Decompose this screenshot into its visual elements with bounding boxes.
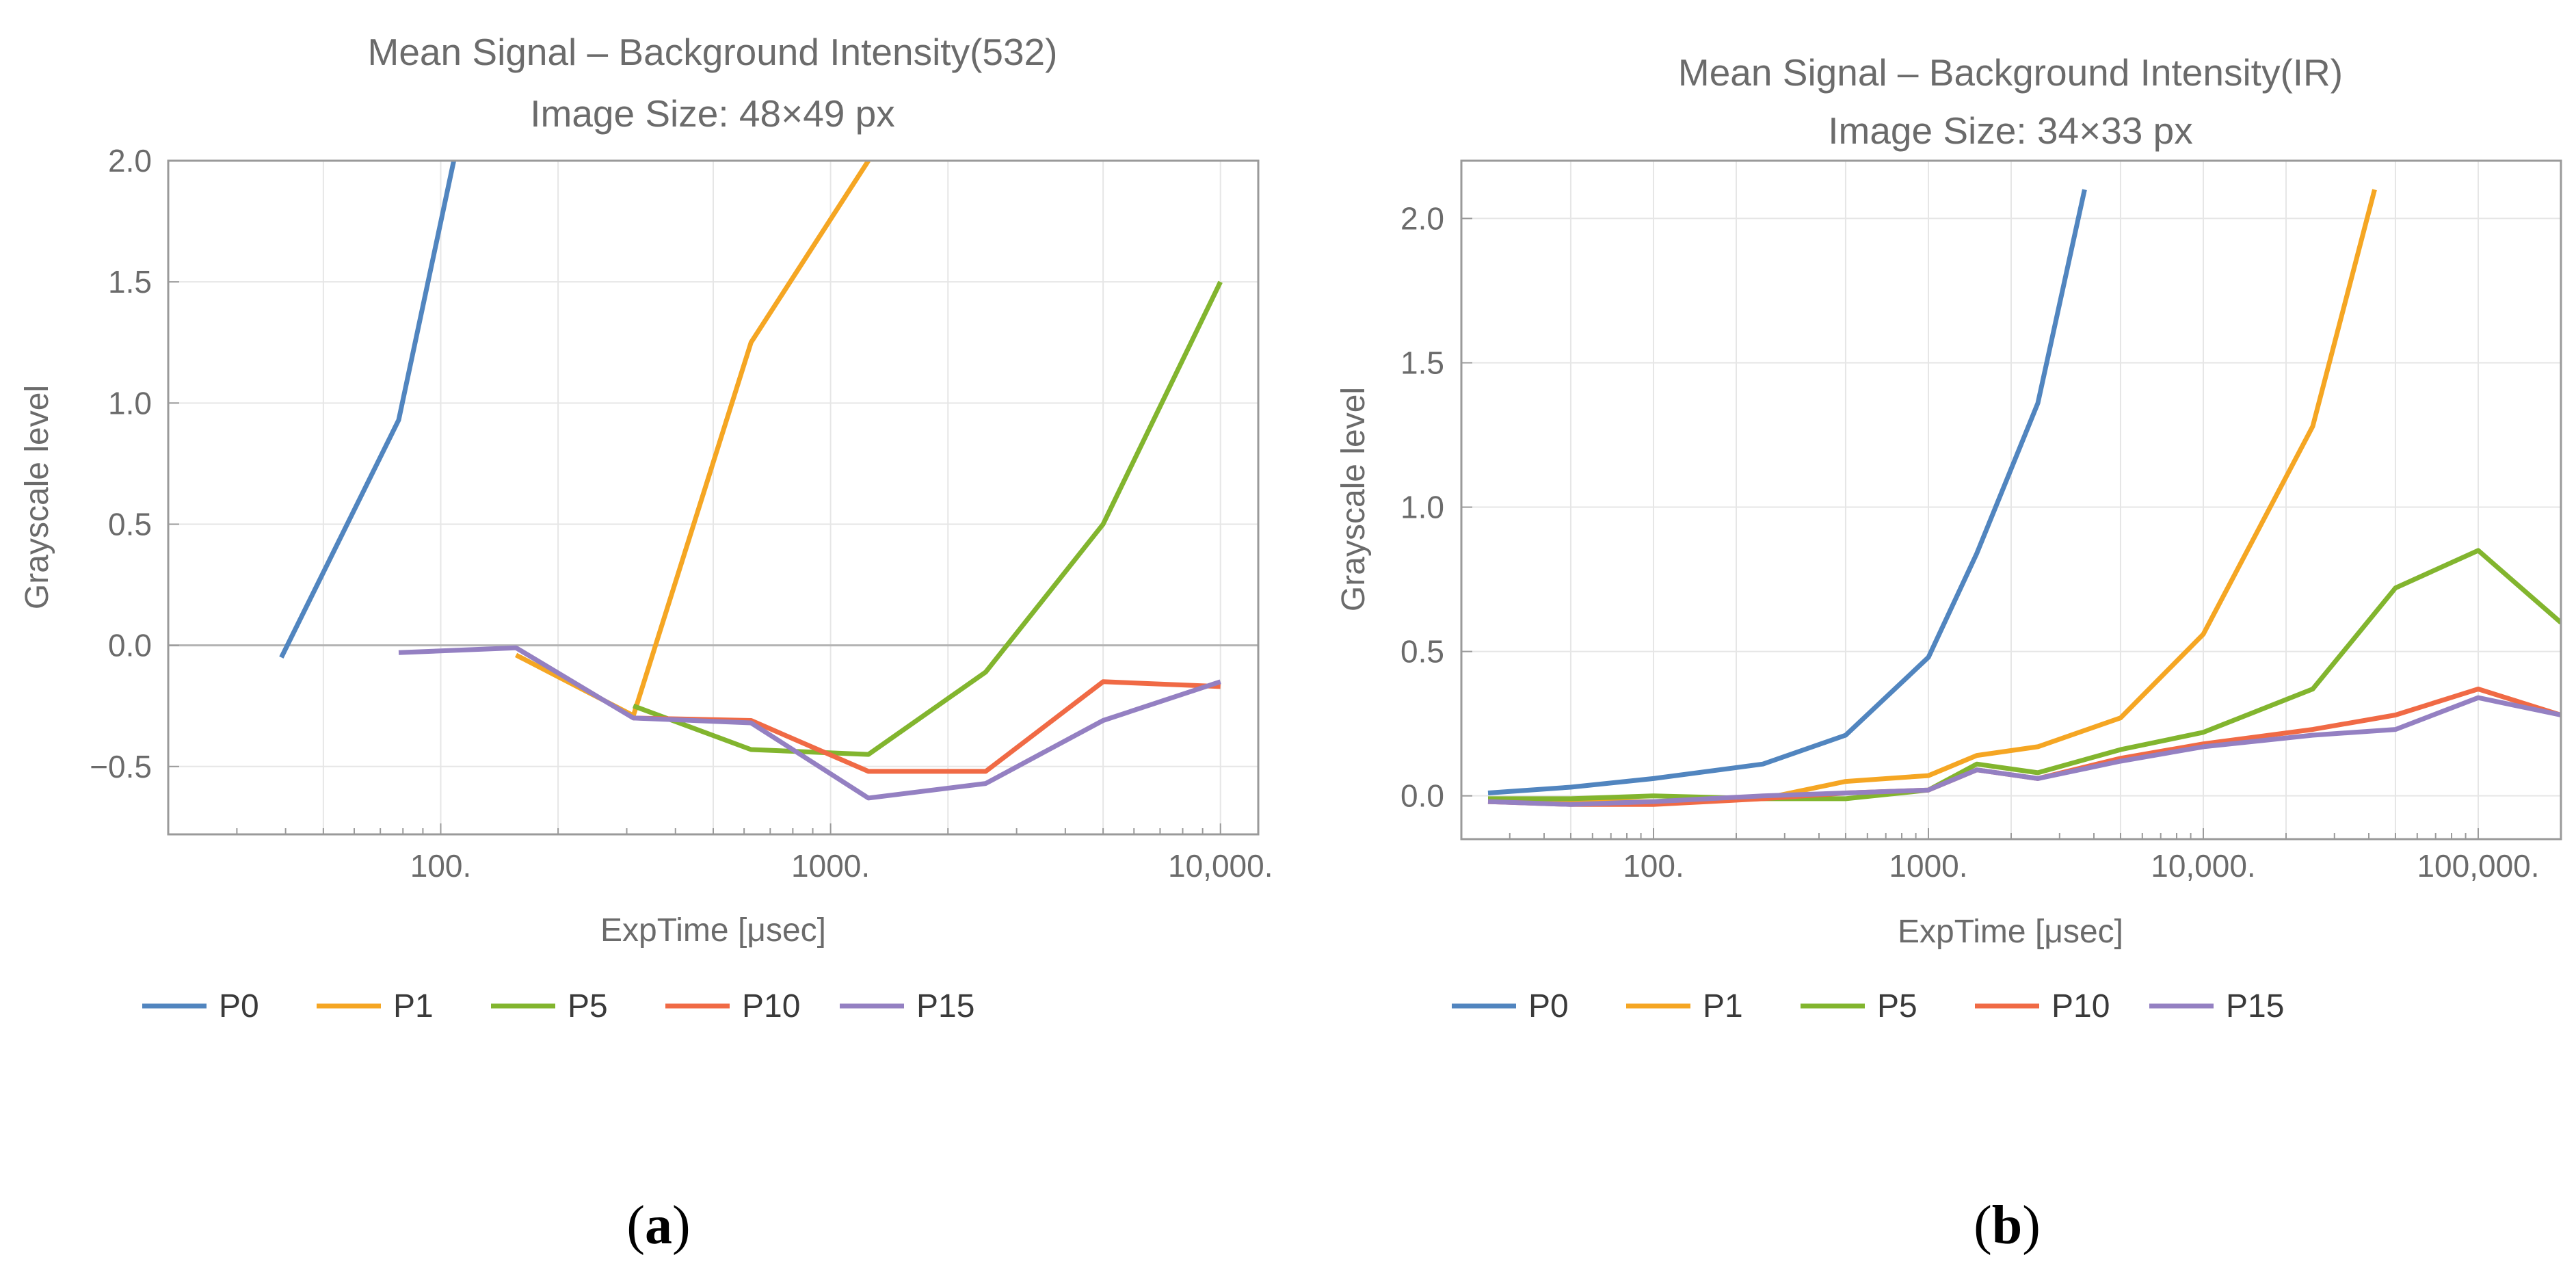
chart-b-series-p1 [1488, 189, 2377, 804]
chart-b-x-tick-label: 10,000. [2151, 848, 2255, 884]
chart-a-legend-item-p1: P1 [317, 988, 434, 1024]
chart-a-legend-label-p10: P10 [742, 988, 800, 1024]
chart-b: Mean Signal – Background Intensity(IR) I… [1336, 51, 2562, 1024]
chart-b-legend-label-p15: P15 [2226, 988, 2284, 1024]
chart-a-x-axis-label: ExpTime [μsec] [600, 912, 826, 949]
chart-a-legend-label-p5: P5 [568, 988, 608, 1024]
chart-b-y-tick-label: 2.0 [1400, 200, 1444, 236]
chart-b-legend-item-p10: P10 [1975, 988, 2110, 1024]
chart-a-series-p0 [279, 161, 457, 659]
chart-a-series-p15 [398, 645, 1221, 801]
panel-label-a-close: ) [672, 1195, 691, 1256]
chart-b-x-tick-label: 100. [1623, 848, 1684, 884]
panel-label-a-open: ( [626, 1195, 645, 1256]
chart-a-legend-label-p15: P15 [916, 988, 974, 1024]
chart-b-y-tick-label: 1.5 [1400, 345, 1444, 380]
panel-label-b-letter: b [1992, 1195, 2023, 1256]
chart-a-legend-label-p0: P0 [219, 988, 259, 1024]
chart-a-y-tick-label: 0.0 [108, 628, 152, 663]
chart-b-x-axis-label: ExpTime [μsec] [1898, 914, 2123, 950]
chart-a-series-p10 [633, 679, 1221, 774]
chart-a-x-tick-label: 10,000. [1168, 848, 1273, 884]
panel-label-b-open: ( [1974, 1195, 1992, 1256]
chart-b-legend-item-p1: P1 [1626, 988, 1743, 1024]
chart-a-legend-item-p15: P15 [840, 988, 974, 1024]
chart-a-x-tick-label: 1000. [791, 848, 870, 884]
chart-a-title: Mean Signal – Background Intensity(532) [368, 31, 1058, 73]
chart-b-y-axis-label: Grayscale level [1336, 387, 1372, 611]
panel-label-b-close: ) [2022, 1195, 2041, 1256]
chart-b-y-tick-label: 1.0 [1400, 490, 1444, 525]
chart-b-series [1487, 189, 2561, 807]
chart-b-legend-label-p10: P10 [2051, 988, 2110, 1024]
panel-label-b: (b) [1974, 1195, 2041, 1256]
chart-b-series-p5 [1488, 548, 2561, 802]
chart-a-subtitle: Image Size: 48×49 px [530, 92, 895, 135]
chart-a-y-ticks: −0.5 0.0 0.5 1.0 1.5 2.0 [90, 143, 179, 784]
panel-label-a: (a) [626, 1195, 690, 1256]
chart-a-series-p1 [514, 161, 871, 718]
chart-a-legend-label-p1: P1 [393, 988, 434, 1024]
chart-a-x-ticks: 100. 1000. 10,000. [168, 823, 1273, 884]
chart-a-y-axis-label: Grayscale level [19, 385, 55, 609]
chart-a-series [279, 161, 1223, 801]
chart-a-legend: P0 P1 P5 P10 P15 [142, 988, 974, 1024]
panel-label-a-letter: a [645, 1195, 672, 1256]
chart-b-legend-label-p0: P0 [1528, 988, 1569, 1024]
chart-b-x-tick-label: 1000. [1889, 848, 1967, 884]
chart-a-legend-item-p5: P5 [491, 988, 608, 1024]
chart-b-grid [1461, 161, 2561, 839]
chart-b-series-p0 [1487, 189, 2087, 795]
chart-a-y-tick-label: 2.0 [108, 143, 152, 178]
chart-a: Mean Signal – Background Intensity(532) … [19, 31, 1273, 1024]
chart-a-legend-item-p10: P10 [665, 988, 800, 1024]
chart-b-title: Mean Signal – Background Intensity(IR) [1678, 51, 2343, 94]
chart-b-legend-item-p15: P15 [2149, 988, 2284, 1024]
chart-b-x-ticks: 100. 1000. 10,000. 100,000. [1461, 828, 2562, 884]
chart-a-legend-item-p0: P0 [142, 988, 259, 1024]
chart-b-legend-label-p1: P1 [1703, 988, 1743, 1024]
chart-b-legend-label-p5: P5 [1877, 988, 1917, 1024]
chart-b-y-tick-label: 0.0 [1400, 778, 1444, 814]
chart-a-y-tick-label: 0.5 [108, 506, 152, 542]
chart-a-y-tick-label: −0.5 [90, 749, 152, 784]
chart-b-legend: P0 P1 P5 P10 P15 [1452, 988, 2284, 1024]
chart-b-series-p15 [1487, 695, 2561, 807]
chart-a-y-tick-label: 1.5 [108, 264, 152, 300]
chart-b-legend-item-p5: P5 [1801, 988, 1917, 1024]
chart-a-y-tick-label: 1.0 [108, 385, 152, 421]
chart-b-legend-item-p0: P0 [1452, 988, 1569, 1024]
chart-a-series-p5 [632, 280, 1223, 757]
chart-b-y-ticks: 0.0 0.5 1.0 1.5 2.0 [1400, 200, 1472, 814]
chart-a-x-tick-label: 100. [410, 848, 472, 884]
chart-b-y-tick-label: 0.5 [1400, 634, 1444, 670]
chart-b-x-tick-label: 100,000. [2417, 848, 2539, 884]
chart-b-subtitle: Image Size: 34×33 px [1828, 109, 2193, 152]
